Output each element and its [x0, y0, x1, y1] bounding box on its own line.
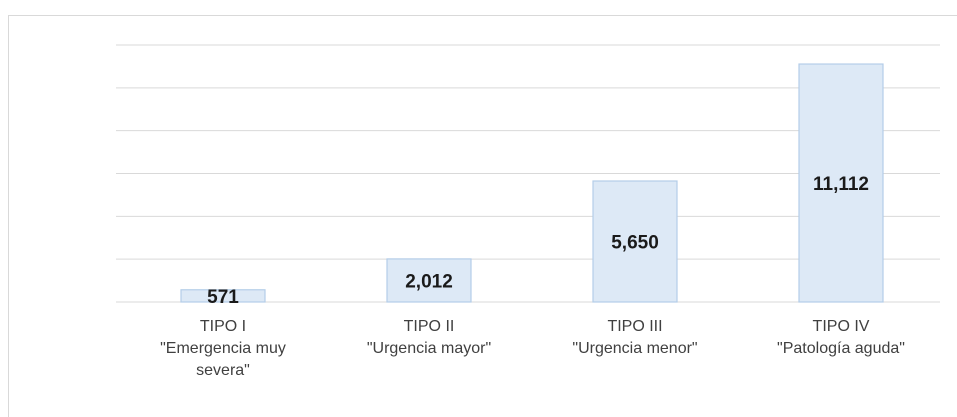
value-label: 11,112 [813, 174, 869, 195]
bar [180, 289, 266, 303]
value-label: 571 [207, 287, 239, 308]
x-tick-label: TIPO IV [813, 318, 870, 335]
x-tick-label: TIPO I [200, 318, 246, 335]
x-tick-label: "Emergencia muy [160, 340, 286, 357]
bar [386, 258, 472, 303]
value-label: 2,012 [405, 271, 453, 292]
value-label: 5,650 [611, 233, 659, 254]
x-tick-label: "Patología aguda" [777, 340, 905, 357]
bar [592, 180, 678, 303]
x-tick-label: "Urgencia menor" [572, 340, 697, 357]
bar [798, 63, 884, 303]
x-tick-label: severa" [196, 362, 250, 379]
x-tick-label: TIPO II [404, 318, 455, 335]
x-tick-label: TIPO III [607, 318, 662, 335]
x-tick-label: "Urgencia mayor" [367, 340, 491, 357]
